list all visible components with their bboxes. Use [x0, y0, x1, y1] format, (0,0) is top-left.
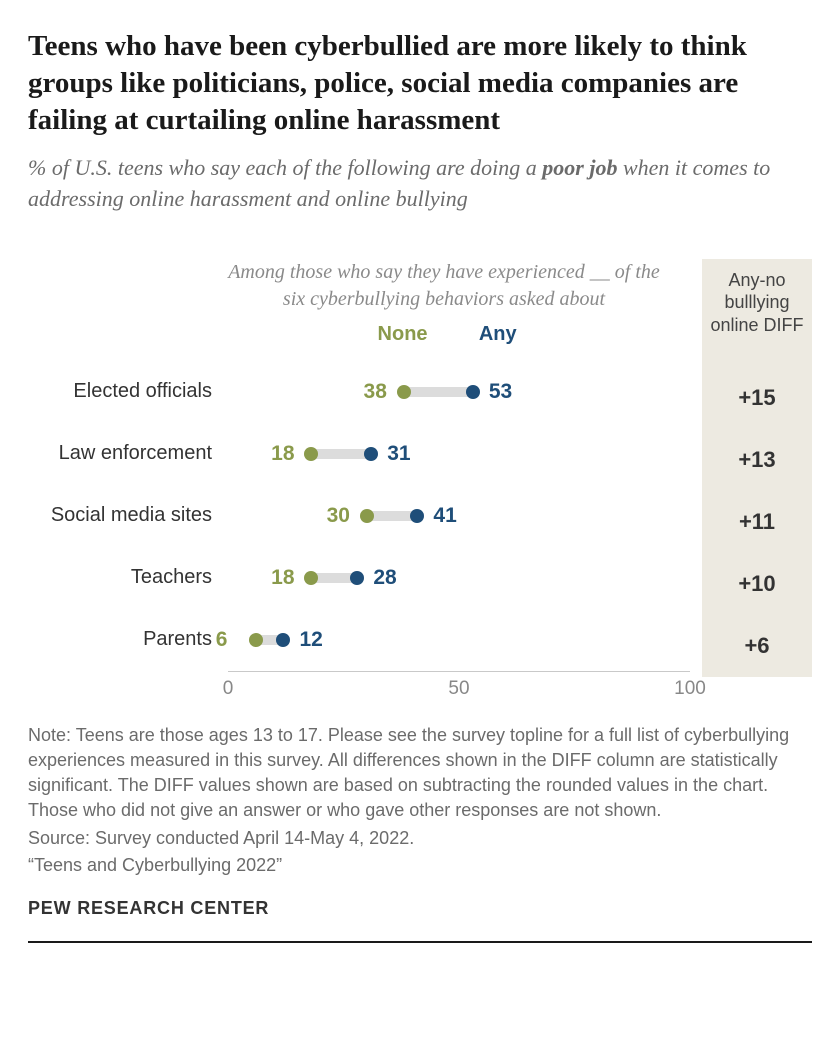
chart-notes: Note: Teens are those ages 13 to 17. Ple…: [28, 723, 812, 878]
row-label: Teachers: [28, 566, 228, 589]
chart-rows: Elected officials3853Law enforcement1831…: [28, 361, 690, 671]
end-rule: [28, 941, 812, 943]
row-label: Law enforcement: [28, 442, 228, 465]
report-text: “Teens and Cyberbullying 2022”: [28, 853, 812, 878]
chart-row: Law enforcement1831: [28, 423, 690, 485]
range-track: [311, 449, 371, 459]
value-none: 18: [271, 442, 294, 466]
row-label: Elected officials: [28, 380, 228, 403]
dot-none: [360, 509, 374, 523]
range-track: [404, 387, 473, 397]
chart-row: Elected officials 38 53: [28, 361, 690, 423]
axis-tick: 100: [674, 678, 706, 700]
diff-column-header: Any-no bulllying online DIFF: [702, 265, 812, 367]
dot-any: [276, 633, 290, 647]
row-plot: 612: [228, 609, 690, 671]
dot-any: [364, 447, 378, 461]
legend-none-label: None: [378, 323, 428, 346]
value-none: 38: [364, 380, 387, 404]
value-any: 31: [387, 442, 410, 466]
note-text: Note: Teens are those ages 13 to 17. Ple…: [28, 723, 812, 824]
value-any: 53: [489, 380, 512, 404]
row-plot: 1831: [228, 423, 690, 485]
row-plot: 30 41: [228, 485, 690, 547]
diff-value: +10: [702, 553, 812, 615]
diff-cells: +15+13+11+10+6: [702, 367, 812, 677]
diff-value: +6: [702, 615, 812, 677]
axis-tick: 0: [223, 678, 234, 700]
dot-none: [397, 385, 411, 399]
row-plot: 38 53: [228, 361, 690, 423]
subtitle-bold: poor job: [542, 155, 617, 180]
dot-any: [410, 509, 424, 523]
dot-none: [304, 571, 318, 585]
chart-legend: None Any: [228, 323, 690, 353]
row-label: Parents: [28, 628, 228, 651]
legend-any-label: Any: [479, 323, 517, 346]
brand-label: PEW RESEARCH CENTER: [28, 898, 812, 919]
dot-none: [304, 447, 318, 461]
chart-container: Among those who say they have experience…: [28, 259, 812, 705]
axis-tick: 50: [448, 678, 469, 700]
dot-none: [249, 633, 263, 647]
chart-row: Social media sites 30 41: [28, 485, 690, 547]
chart-title: Teens who have been cyberbullied are mor…: [28, 28, 812, 139]
source-text: Source: Survey conducted April 14-May 4,…: [28, 826, 812, 851]
value-any: 28: [373, 566, 396, 590]
row-plot: 1828: [228, 547, 690, 609]
chart-plot-area: Among those who say they have experience…: [28, 259, 690, 705]
x-axis: 050100: [228, 671, 690, 705]
diff-value: +13: [702, 429, 812, 491]
value-none: 6: [216, 628, 228, 652]
diff-column: Any-no bulllying online DIFF +15+13+11+1…: [702, 259, 812, 677]
diff-value: +11: [702, 491, 812, 553]
subtitle-pre: % of U.S. teens who say each of the foll…: [28, 155, 542, 180]
value-none: 18: [271, 566, 294, 590]
chart-row: Parents612: [28, 609, 690, 671]
value-any: 41: [433, 504, 456, 528]
dot-any: [466, 385, 480, 399]
chart-subtitle: % of U.S. teens who say each of the foll…: [28, 153, 812, 215]
diff-value: +15: [702, 367, 812, 429]
chart-row: Teachers1828: [28, 547, 690, 609]
chart-descriptor: Among those who say they have experience…: [228, 259, 660, 313]
row-label: Social media sites: [28, 504, 228, 527]
value-any: 12: [299, 628, 322, 652]
value-none: 30: [327, 504, 350, 528]
dot-any: [350, 571, 364, 585]
